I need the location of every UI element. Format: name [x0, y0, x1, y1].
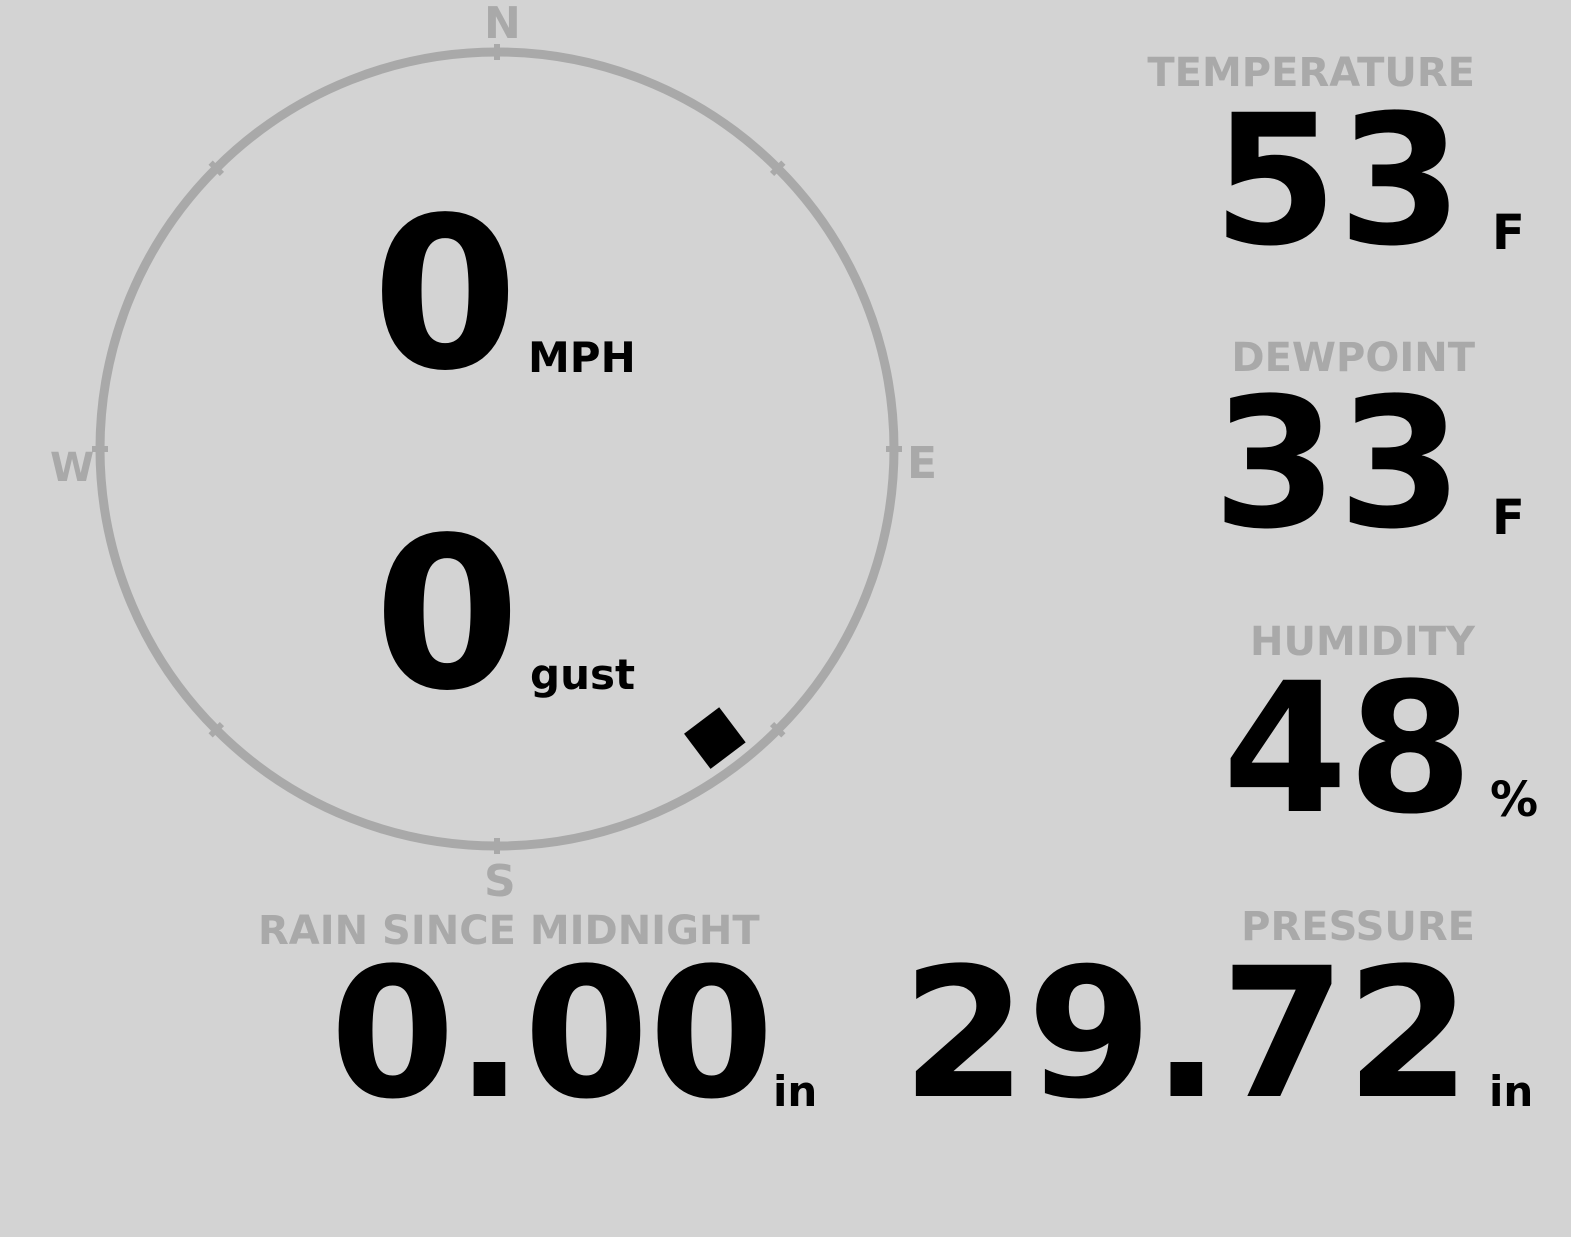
dewpoint-unit: F	[1492, 490, 1525, 546]
compass-west: W	[50, 445, 95, 491]
dewpoint-label: DEWPOINT	[1231, 335, 1475, 381]
pressure-unit: in	[1489, 1067, 1534, 1116]
rain-unit: in	[773, 1067, 818, 1116]
humidity-label: HUMIDITY	[1250, 619, 1475, 665]
gust-value: 0	[374, 492, 521, 737]
rain-value: 0.00	[330, 930, 775, 1139]
temperature-value: 53	[1212, 77, 1464, 286]
rain-label: RAIN SINCE MIDNIGHT	[258, 908, 760, 954]
wind-direction-marker	[684, 707, 746, 769]
compass-south: S	[484, 856, 516, 907]
compass-east: E	[907, 438, 938, 489]
dewpoint-value: 33	[1212, 360, 1464, 569]
compass-tick	[769, 721, 786, 738]
compass-tick	[769, 160, 786, 177]
wind-speed-unit: MPH	[528, 333, 636, 382]
pressure-label: PRESSURE	[1241, 904, 1475, 950]
humidity-unit: %	[1490, 772, 1539, 828]
compass-tick	[208, 721, 225, 738]
compass-tick	[208, 160, 225, 177]
pressure-value: 29.72	[901, 930, 1471, 1139]
gust-unit: gust	[530, 650, 636, 699]
temperature-unit: F	[1492, 205, 1525, 261]
compass-north: N	[484, 0, 521, 49]
humidity-value: 48	[1222, 645, 1474, 854]
wind-speed-value: 0	[372, 172, 519, 417]
temperature-label: TEMPERATURE	[1147, 50, 1475, 96]
